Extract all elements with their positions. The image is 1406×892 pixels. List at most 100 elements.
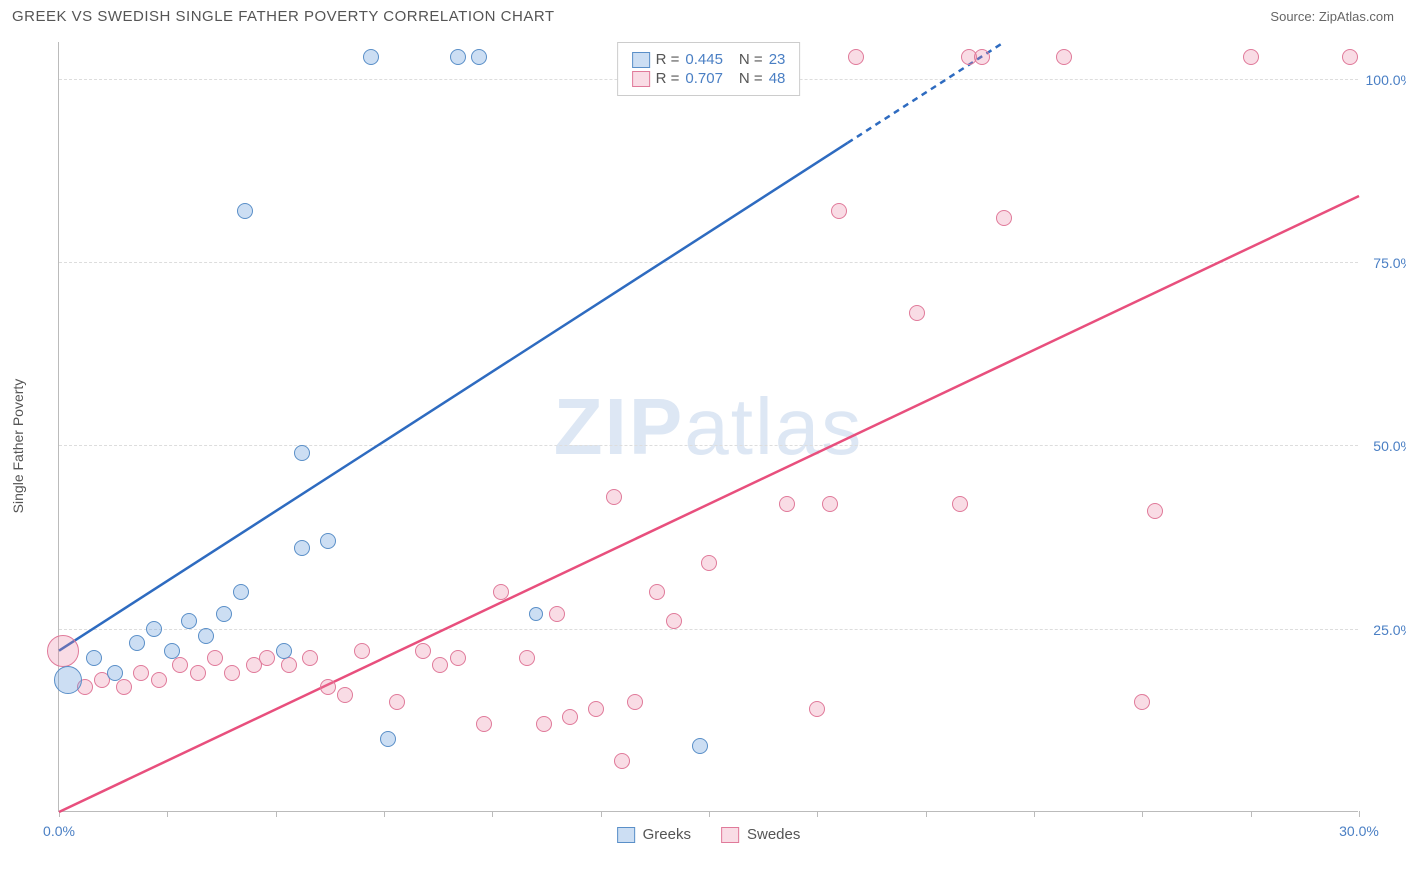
x-tick-label: 30.0% xyxy=(1339,823,1379,839)
data-point-swedes xyxy=(1056,49,1072,65)
data-point-swedes xyxy=(151,672,167,688)
y-tick-label: 100.0% xyxy=(1366,72,1406,88)
data-point-swedes xyxy=(1342,49,1358,65)
data-point-swedes xyxy=(1134,694,1150,710)
data-point-greeks xyxy=(198,628,214,644)
x-tick-label: 0.0% xyxy=(43,823,75,839)
n-value-greeks: 23 xyxy=(769,51,786,68)
x-tick xyxy=(1359,811,1360,817)
source-attribution: Source: ZipAtlas.com xyxy=(1270,9,1394,24)
data-point-swedes xyxy=(701,555,717,571)
swatch-swedes xyxy=(721,827,739,843)
data-point-swedes xyxy=(588,701,604,717)
data-point-swedes xyxy=(974,49,990,65)
legend-row-swedes: R = 0.707 N = 48 xyxy=(632,70,786,87)
data-point-swedes xyxy=(519,650,535,666)
source-label: Source: xyxy=(1270,9,1315,24)
data-point-swedes xyxy=(337,687,353,703)
data-point-swedes xyxy=(549,606,565,622)
data-point-swedes xyxy=(1243,49,1259,65)
data-point-swedes xyxy=(779,496,795,512)
data-point-greeks xyxy=(54,666,82,694)
data-point-swedes xyxy=(133,665,149,681)
data-point-greeks xyxy=(181,613,197,629)
data-point-swedes xyxy=(493,584,509,600)
data-point-greeks xyxy=(107,665,123,681)
legend-row-greeks: R = 0.445 N = 23 xyxy=(632,51,786,68)
data-point-swedes xyxy=(809,701,825,717)
series-legend: Greeks Swedes xyxy=(617,826,801,843)
data-point-greeks xyxy=(529,607,543,621)
data-point-greeks xyxy=(450,49,466,65)
data-point-swedes xyxy=(450,650,466,666)
n-label: N = xyxy=(739,51,763,68)
x-tick xyxy=(167,811,168,817)
x-tick xyxy=(817,811,818,817)
legend-item-swedes: Swedes xyxy=(721,826,800,843)
chart-plot-area: ZIPatlas 25.0%50.0%75.0%100.0% 0.0%30.0%… xyxy=(58,42,1358,812)
data-point-swedes xyxy=(116,679,132,695)
data-point-swedes xyxy=(1147,503,1163,519)
data-point-greeks xyxy=(146,621,162,637)
r-value-swedes: 0.707 xyxy=(685,70,723,87)
data-point-swedes xyxy=(952,496,968,512)
series-label-swedes: Swedes xyxy=(747,826,800,843)
data-point-greeks xyxy=(363,49,379,65)
y-tick-label: 75.0% xyxy=(1373,255,1406,271)
data-point-swedes xyxy=(649,584,665,600)
swatch-greeks xyxy=(632,52,650,68)
trend-lines xyxy=(59,42,1358,811)
swatch-greeks xyxy=(617,827,635,843)
x-tick xyxy=(492,811,493,817)
y-tick-label: 50.0% xyxy=(1373,438,1406,454)
legend-item-greeks: Greeks xyxy=(617,826,691,843)
data-point-swedes xyxy=(172,657,188,673)
data-point-greeks xyxy=(320,533,336,549)
data-point-swedes xyxy=(848,49,864,65)
x-tick xyxy=(601,811,602,817)
data-point-swedes xyxy=(320,679,336,695)
data-point-swedes xyxy=(909,305,925,321)
data-point-greeks xyxy=(129,635,145,651)
r-value-greeks: 0.445 xyxy=(685,51,723,68)
x-tick xyxy=(926,811,927,817)
source-name: ZipAtlas.com xyxy=(1319,9,1394,24)
x-tick xyxy=(1034,811,1035,817)
data-point-swedes xyxy=(302,650,318,666)
data-point-swedes xyxy=(831,203,847,219)
r-label: R = xyxy=(656,70,680,87)
data-point-greeks xyxy=(294,540,310,556)
x-tick xyxy=(384,811,385,817)
data-point-greeks xyxy=(233,584,249,600)
data-point-swedes xyxy=(224,665,240,681)
data-point-swedes xyxy=(614,753,630,769)
data-point-swedes xyxy=(259,650,275,666)
data-point-swedes xyxy=(476,716,492,732)
series-label-greeks: Greeks xyxy=(643,826,691,843)
data-point-greeks xyxy=(276,643,292,659)
data-point-greeks xyxy=(237,203,253,219)
data-point-swedes xyxy=(666,613,682,629)
data-point-swedes xyxy=(415,643,431,659)
n-value-swedes: 48 xyxy=(769,70,786,87)
data-point-greeks xyxy=(216,606,232,622)
x-tick xyxy=(709,811,710,817)
data-point-swedes xyxy=(47,635,79,667)
x-tick xyxy=(1251,811,1252,817)
correlation-legend: R = 0.445 N = 23 R = 0.707 N = 48 xyxy=(617,42,801,96)
data-point-swedes xyxy=(606,489,622,505)
data-point-swedes xyxy=(822,496,838,512)
data-point-swedes xyxy=(190,665,206,681)
data-point-swedes xyxy=(996,210,1012,226)
data-point-greeks xyxy=(471,49,487,65)
data-point-greeks xyxy=(164,643,180,659)
x-tick xyxy=(276,811,277,817)
data-point-greeks xyxy=(692,738,708,754)
data-point-swedes xyxy=(562,709,578,725)
data-point-swedes xyxy=(281,657,297,673)
data-point-greeks xyxy=(86,650,102,666)
data-point-greeks xyxy=(294,445,310,461)
data-point-greeks xyxy=(380,731,396,747)
data-point-swedes xyxy=(207,650,223,666)
data-point-swedes xyxy=(354,643,370,659)
